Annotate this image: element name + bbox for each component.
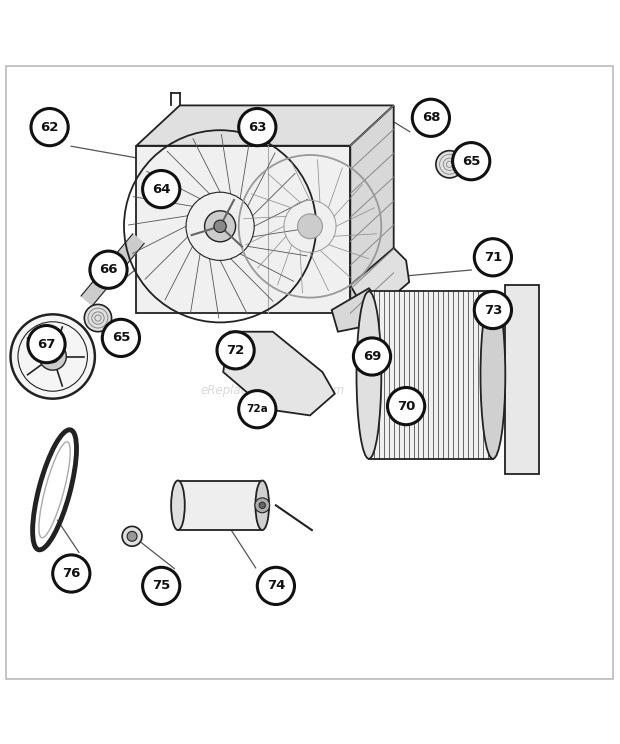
Ellipse shape: [171, 481, 185, 530]
Text: 74: 74: [267, 580, 285, 592]
Circle shape: [436, 150, 463, 178]
Circle shape: [353, 338, 391, 375]
FancyBboxPatch shape: [6, 66, 613, 679]
Circle shape: [127, 531, 137, 542]
Polygon shape: [178, 481, 262, 530]
Polygon shape: [136, 106, 394, 146]
Ellipse shape: [480, 292, 505, 459]
Circle shape: [11, 314, 95, 399]
Polygon shape: [81, 234, 144, 306]
Circle shape: [474, 239, 512, 276]
Circle shape: [84, 304, 112, 332]
Polygon shape: [505, 285, 539, 475]
Text: 72a: 72a: [246, 404, 268, 414]
Polygon shape: [350, 106, 394, 313]
Circle shape: [474, 292, 512, 329]
Circle shape: [259, 502, 265, 508]
Circle shape: [255, 498, 270, 513]
Text: 63: 63: [248, 121, 267, 134]
Circle shape: [102, 319, 140, 356]
Text: 69: 69: [363, 350, 381, 363]
Polygon shape: [136, 146, 350, 313]
Text: 65: 65: [462, 155, 480, 167]
Circle shape: [239, 109, 276, 146]
Text: 64: 64: [152, 182, 171, 196]
Text: 73: 73: [484, 304, 502, 316]
Polygon shape: [350, 248, 409, 307]
Circle shape: [28, 325, 65, 363]
Ellipse shape: [39, 442, 70, 538]
Circle shape: [388, 388, 425, 425]
Circle shape: [412, 99, 450, 136]
Polygon shape: [369, 292, 493, 459]
Text: 75: 75: [152, 580, 171, 592]
Circle shape: [143, 568, 180, 604]
Circle shape: [239, 391, 276, 428]
Circle shape: [39, 343, 66, 370]
Circle shape: [214, 220, 226, 232]
Circle shape: [257, 568, 294, 604]
Circle shape: [90, 251, 127, 288]
Circle shape: [53, 555, 90, 592]
Ellipse shape: [356, 292, 381, 459]
Text: 62: 62: [40, 121, 59, 134]
Circle shape: [46, 350, 59, 363]
Text: 65: 65: [112, 331, 130, 344]
Circle shape: [205, 211, 236, 242]
Text: 67: 67: [37, 338, 56, 350]
Circle shape: [298, 214, 322, 239]
Circle shape: [217, 332, 254, 369]
Polygon shape: [332, 288, 384, 332]
Circle shape: [453, 143, 490, 180]
Text: 76: 76: [62, 567, 81, 580]
Text: 72: 72: [226, 344, 245, 357]
Text: 70: 70: [397, 400, 415, 413]
Polygon shape: [223, 332, 335, 415]
Text: 71: 71: [484, 251, 502, 264]
Text: 68: 68: [422, 112, 440, 124]
Text: 66: 66: [99, 263, 118, 276]
Text: eReplacementParts.com: eReplacementParts.com: [201, 384, 345, 397]
Circle shape: [31, 109, 68, 146]
Circle shape: [143, 170, 180, 208]
Ellipse shape: [255, 481, 269, 530]
Circle shape: [122, 527, 142, 546]
